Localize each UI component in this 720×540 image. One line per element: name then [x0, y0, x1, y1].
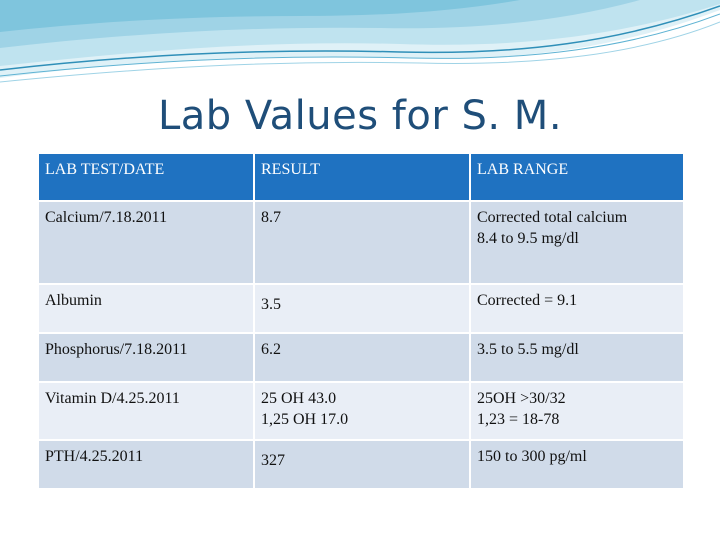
- header-lab-range: LAB RANGE: [469, 152, 685, 202]
- table-row-albumin: Albumin 3.5 Corrected = 9.1: [37, 283, 685, 334]
- lab-values-table: LAB TEST/DATE RESULT LAB RANGE Calcium/7…: [37, 152, 685, 490]
- header-wave-decoration: [0, 0, 720, 83]
- header-result: RESULT: [253, 152, 471, 202]
- cell-result: 25 OH 43.0 1,25 OH 17.0: [253, 381, 471, 441]
- header-lab-test-date: LAB TEST/DATE: [37, 152, 255, 202]
- table-row-pth: PTH/4.25.2011 327 150 to 300 pg/ml: [37, 439, 685, 490]
- cell-lab-test: Calcium/7.18.2011: [37, 200, 255, 285]
- cell-lab-range: 3.5 to 5.5 mg/dl: [469, 332, 685, 383]
- cell-lab-test: Vitamin D/4.25.2011: [37, 381, 255, 441]
- slide-title: Lab Values for S. M.: [157, 93, 563, 139]
- cell-lab-test: Phosphorus/7.18.2011: [37, 332, 255, 383]
- cell-result: 3.5: [253, 283, 471, 334]
- cell-lab-range: Corrected total calcium 8.4 to 9.5 mg/dl: [469, 200, 685, 285]
- cell-lab-range: 150 to 300 pg/ml: [469, 439, 685, 490]
- table-header-row: LAB TEST/DATE RESULT LAB RANGE: [37, 152, 685, 202]
- cell-lab-range: Corrected = 9.1: [469, 283, 685, 334]
- table-row-vitamin-d: Vitamin D/4.25.2011 25 OH 43.0 1,25 OH 1…: [37, 381, 685, 441]
- cell-lab-test: PTH/4.25.2011: [37, 439, 255, 490]
- table-row-phosphorus: Phosphorus/7.18.2011 6.2 3.5 to 5.5 mg/d…: [37, 332, 685, 383]
- table-row-calcium: Calcium/7.18.2011 8.7 Corrected total ca…: [37, 200, 685, 285]
- cell-lab-range: 25OH >30/32 1,23 = 18-78: [469, 381, 685, 441]
- cell-result: 8.7: [253, 200, 471, 285]
- cell-result: 6.2: [253, 332, 471, 383]
- cell-lab-test: Albumin: [37, 283, 255, 334]
- cell-result: 327: [253, 439, 471, 490]
